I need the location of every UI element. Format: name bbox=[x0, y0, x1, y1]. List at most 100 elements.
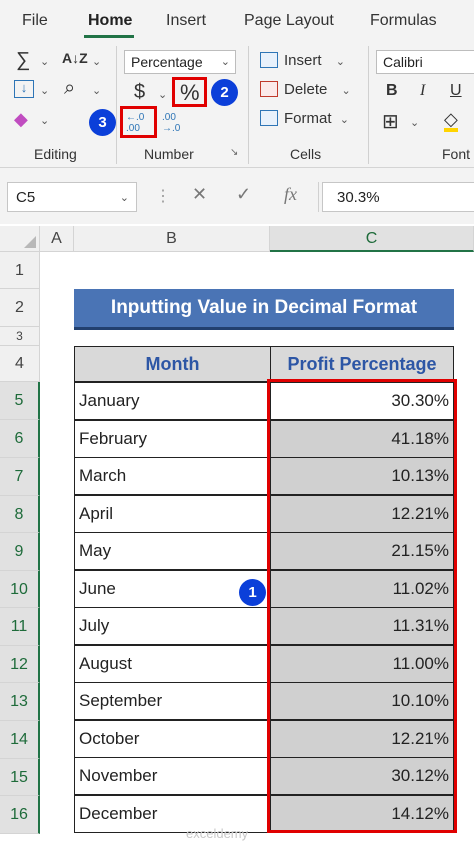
month-cell[interactable]: March bbox=[74, 457, 271, 495]
month-cell[interactable]: October bbox=[74, 719, 271, 758]
name-box-value: C5 bbox=[16, 189, 36, 206]
italic-icon[interactable]: I bbox=[420, 82, 426, 99]
ribbon-tabs: File Home Insert Page Layout Formulas bbox=[0, 0, 474, 40]
column-header-c[interactable]: C bbox=[270, 226, 474, 252]
row-header[interactable]: 4 bbox=[0, 346, 40, 382]
header-month: Month bbox=[74, 346, 271, 382]
fill-icon[interactable]: ↓ bbox=[14, 80, 34, 98]
watermark-logo: exceldemy bbox=[186, 826, 249, 841]
font-name-select[interactable]: Calibri bbox=[376, 50, 474, 74]
formula-separator bbox=[318, 182, 319, 212]
currency-icon[interactable]: $ bbox=[134, 81, 146, 103]
group-label-editing: Editing bbox=[34, 146, 77, 162]
sheet-title: Inputting Value in Decimal Format bbox=[74, 289, 454, 327]
format-cells-button[interactable]: Format ⌄ bbox=[260, 110, 349, 127]
annotation-bubble-2: 2 bbox=[211, 79, 238, 106]
insert-label: Insert bbox=[284, 52, 322, 69]
find-dropdown-icon[interactable]: ⌄ bbox=[92, 85, 102, 97]
bold-icon[interactable]: B bbox=[386, 82, 398, 99]
row-header[interactable]: 13 bbox=[0, 683, 40, 721]
enter-check-icon[interactable]: ✓ bbox=[236, 184, 252, 204]
month-cell[interactable]: January bbox=[74, 382, 271, 420]
fill-dropdown-icon[interactable]: ⌄ bbox=[40, 85, 50, 97]
percent-style-icon[interactable]: % bbox=[180, 80, 200, 105]
month-cell[interactable]: November bbox=[74, 757, 271, 795]
profit-cell[interactable]: 11.31% bbox=[270, 607, 454, 645]
row-header[interactable]: 7 bbox=[0, 458, 40, 496]
tab-home[interactable]: Home bbox=[88, 12, 133, 29]
chevron-down-icon: ⌄ bbox=[119, 192, 129, 204]
increase-decimal-icon[interactable]: ←.0 .00 bbox=[126, 112, 145, 134]
autosum-dropdown-icon[interactable]: ⌄ bbox=[40, 56, 50, 68]
row-header[interactable]: 16 bbox=[0, 796, 40, 834]
row-header[interactable]: 11 bbox=[0, 608, 40, 646]
select-all-corner[interactable] bbox=[0, 226, 40, 252]
group-label-font: Font bbox=[442, 146, 471, 162]
sort-filter-dropdown-icon[interactable]: ⌄ bbox=[92, 56, 102, 68]
borders-dropdown-icon[interactable]: ⌄ bbox=[410, 117, 420, 129]
profit-cell[interactable]: 12.21% bbox=[270, 494, 454, 533]
row-header[interactable]: 6 bbox=[0, 420, 40, 458]
clear-dropdown-icon[interactable]: ⌄ bbox=[40, 115, 50, 127]
row-header[interactable]: 15 bbox=[0, 759, 40, 796]
month-cell[interactable]: December bbox=[74, 794, 271, 833]
clear-icon[interactable]: ◆ bbox=[14, 109, 28, 129]
fill-color-icon[interactable]: ◇ bbox=[444, 110, 458, 132]
delete-cells-button[interactable]: Delete ⌄ bbox=[260, 81, 351, 98]
range-highlight-box bbox=[267, 379, 457, 833]
ribbon: ∑ ⌄ A↓Z ⌄ ↓ ⌄ ⌕ ⌄ ◆ ⌄ Editing Percentage… bbox=[0, 40, 474, 168]
row-header[interactable]: 9 bbox=[0, 533, 40, 571]
tab-insert[interactable]: Insert bbox=[166, 12, 207, 29]
chevron-down-icon: ⌄ bbox=[220, 56, 230, 68]
tab-page-layout[interactable]: Page Layout bbox=[244, 12, 334, 29]
cancel-icon[interactable]: ✕ bbox=[192, 184, 208, 204]
more-options-icon: ⋮ bbox=[155, 188, 171, 205]
tab-formulas[interactable]: Formulas bbox=[370, 12, 437, 29]
annotation-bubble-3: 3 bbox=[89, 109, 116, 136]
profit-cell[interactable]: 21.15% bbox=[270, 532, 454, 570]
month-cell[interactable]: May bbox=[74, 532, 271, 570]
month-cell[interactable]: April bbox=[74, 494, 271, 533]
profit-cell[interactable]: 12.21% bbox=[270, 719, 454, 758]
row-header[interactable]: 8 bbox=[0, 496, 40, 533]
row-header[interactable]: 1 bbox=[0, 252, 40, 289]
autosum-icon[interactable]: ∑ bbox=[16, 49, 31, 71]
row-header[interactable]: 10 bbox=[0, 571, 40, 608]
chevron-down-icon: ⌄ bbox=[335, 56, 345, 68]
annotation-bubble-1: 1 bbox=[239, 579, 266, 606]
dialog-launcher-icon[interactable]: ↘ bbox=[230, 147, 239, 158]
month-cell[interactable]: February bbox=[74, 419, 271, 458]
percent-highlight-box bbox=[172, 77, 207, 107]
insert-cells-button[interactable]: Insert ⌄ bbox=[260, 52, 345, 69]
month-cell[interactable]: September bbox=[74, 682, 271, 720]
profit-cell[interactable]: 14.12% bbox=[270, 794, 454, 833]
insert-function-icon[interactable]: fx bbox=[284, 184, 297, 204]
group-label-cells: Cells bbox=[290, 146, 322, 162]
number-format-select[interactable]: Percentage ⌄ bbox=[124, 50, 236, 74]
row-header[interactable]: 14 bbox=[0, 721, 40, 759]
profit-cell[interactable]: 30.12% bbox=[270, 757, 454, 795]
currency-dropdown-icon[interactable]: ⌄ bbox=[158, 89, 168, 101]
active-tab-indicator bbox=[84, 35, 134, 38]
format-label: Format bbox=[284, 110, 332, 127]
find-select-icon[interactable]: ⌕ bbox=[64, 77, 76, 99]
month-cell[interactable]: August bbox=[74, 644, 271, 683]
chevron-down-icon: ⌄ bbox=[339, 114, 349, 126]
column-header-a[interactable]: A bbox=[40, 226, 74, 252]
delete-label: Delete bbox=[284, 81, 328, 98]
borders-icon[interactable]: ⊞ bbox=[382, 111, 399, 133]
column-header-b[interactable]: B bbox=[74, 226, 270, 252]
underline-icon[interactable]: U bbox=[450, 82, 462, 99]
row-header[interactable]: 5 bbox=[0, 382, 40, 420]
profit-cell[interactable]: 11.02% bbox=[270, 569, 454, 608]
row-header[interactable]: 2 bbox=[0, 289, 40, 327]
month-cell[interactable]: July bbox=[74, 607, 271, 645]
row-header[interactable]: 12 bbox=[0, 646, 40, 683]
decrease-decimal-icon[interactable]: .00 →.0 bbox=[162, 112, 181, 134]
name-box[interactable]: C5 ⌄ bbox=[7, 182, 137, 212]
row-header[interactable]: 3 bbox=[0, 327, 40, 346]
sort-filter-icon[interactable]: A↓Z bbox=[62, 50, 88, 66]
ribbon-separator bbox=[116, 46, 117, 164]
formula-input[interactable]: 30.3% bbox=[322, 182, 474, 212]
tab-file[interactable]: File bbox=[22, 12, 48, 29]
